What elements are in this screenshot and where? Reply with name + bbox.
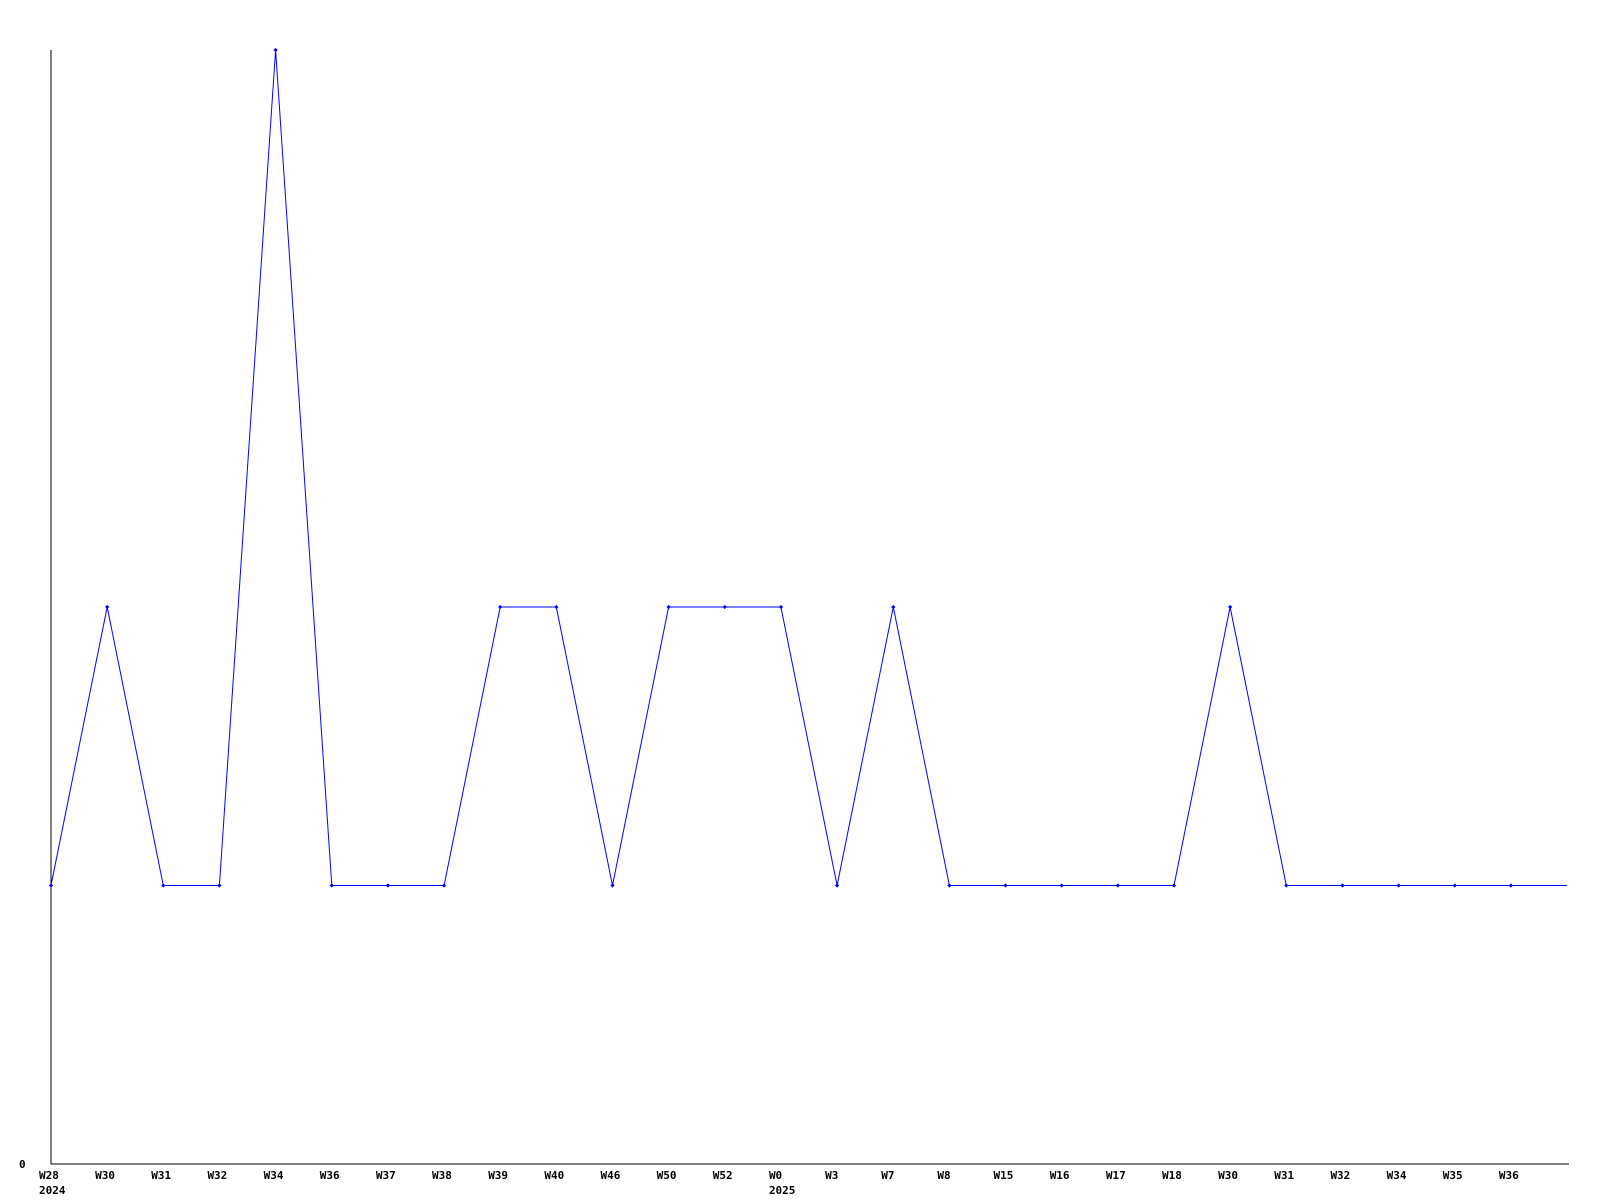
- data-point: [385, 883, 391, 888]
- x-tick-label: W50: [657, 1169, 677, 1182]
- x-tick-label: W3: [825, 1169, 838, 1182]
- data-point: [1059, 883, 1064, 888]
- x-tick-label: W7: [881, 1169, 894, 1182]
- x-tick-label: W32: [1330, 1169, 1350, 1182]
- x-tick-label: W30: [1218, 1169, 1238, 1182]
- data-point: [105, 604, 110, 610]
- x-tick-label: W17: [1106, 1169, 1126, 1182]
- data-point: [161, 883, 166, 888]
- x-tick-label: W34: [264, 1169, 284, 1182]
- data-point: [722, 604, 727, 610]
- data-point: [1171, 883, 1177, 888]
- year-label: 2025: [769, 1184, 796, 1197]
- x-tick-label: W31: [151, 1169, 171, 1182]
- data-point: [329, 883, 334, 888]
- data-point: [1340, 883, 1345, 888]
- data-point: [273, 47, 278, 53]
- x-tick-label: W34: [1387, 1169, 1407, 1182]
- data-point: [891, 604, 896, 610]
- data-point: [610, 883, 615, 888]
- data-point: [1508, 883, 1514, 888]
- data-point: [1228, 604, 1233, 610]
- x-tick-label: W46: [601, 1169, 621, 1182]
- x-tick-label: W16: [1050, 1169, 1070, 1182]
- year-label: 2024: [39, 1184, 66, 1197]
- data-point: [48, 883, 54, 888]
- data-point: [1003, 883, 1008, 888]
- series-line: [50, 49, 1567, 886]
- x-tick-label: W15: [994, 1169, 1014, 1182]
- x-tick-label: W18: [1162, 1169, 1182, 1182]
- data-point: [947, 883, 952, 888]
- x-tick-label: W8: [937, 1169, 950, 1182]
- x-tick-label: W0: [769, 1169, 782, 1182]
- x-tick-label: W52: [713, 1169, 733, 1182]
- data-point: [1396, 883, 1401, 888]
- data-point: [441, 883, 447, 888]
- y-tick-label: 0: [19, 1158, 26, 1171]
- x-tick-label: W37: [376, 1169, 396, 1182]
- data-point: [554, 604, 559, 610]
- data-point: [666, 604, 671, 610]
- data-point: [834, 883, 840, 888]
- data-point: [1452, 883, 1457, 888]
- x-tick-label: W30: [95, 1169, 115, 1182]
- x-tick-label: W39: [488, 1169, 508, 1182]
- x-tick-label: W28: [39, 1169, 59, 1182]
- data-point: [1284, 883, 1289, 888]
- x-tick-label: W38: [432, 1169, 452, 1182]
- x-tick-label: W35: [1443, 1169, 1463, 1182]
- x-tick-label: W36: [1499, 1169, 1519, 1182]
- x-tick-label: W31: [1274, 1169, 1294, 1182]
- data-point: [1115, 883, 1120, 888]
- x-tick-label: W36: [320, 1169, 340, 1182]
- x-tick-label: W32: [207, 1169, 227, 1182]
- data-point: [217, 883, 222, 888]
- x-tick-label: W40: [544, 1169, 564, 1182]
- data-point: [498, 604, 503, 610]
- data-point: [778, 604, 784, 610]
